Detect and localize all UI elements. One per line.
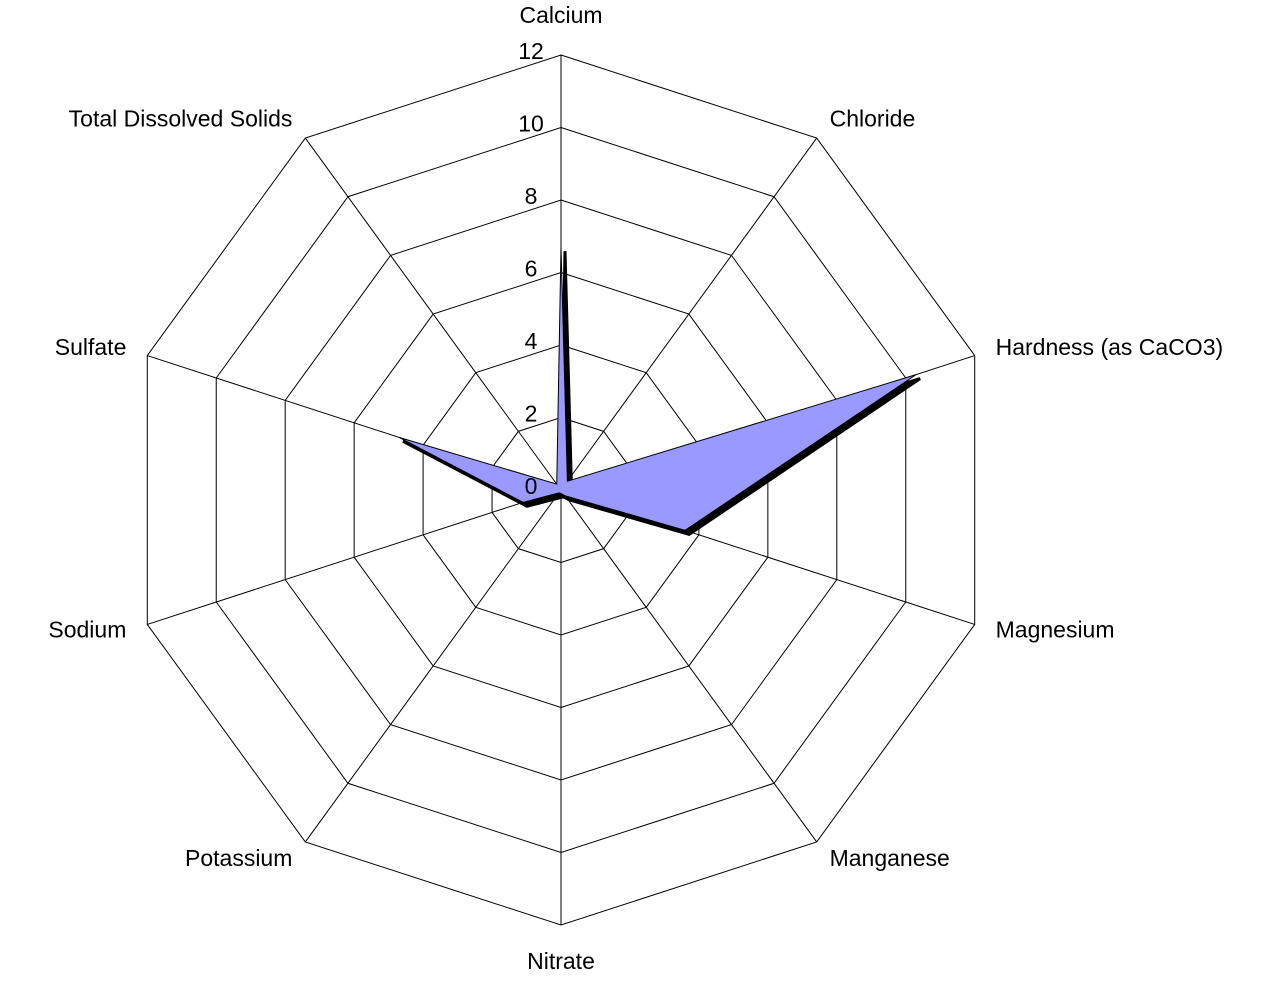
category-label: Potassium bbox=[185, 845, 292, 871]
axis-spoke bbox=[304, 137, 562, 491]
axis-spoke bbox=[560, 137, 818, 491]
category-label: Manganese bbox=[830, 845, 950, 871]
r-tick-label: 0 bbox=[525, 473, 538, 499]
r-tick-label: 4 bbox=[525, 328, 538, 354]
category-label: Total Dissolved Solids bbox=[69, 105, 293, 131]
axis-spoke bbox=[147, 489, 562, 625]
category-label: Sodium bbox=[48, 616, 126, 642]
r-tick-label: 10 bbox=[518, 111, 544, 137]
category-label: Nitrate bbox=[527, 948, 595, 974]
r-tick-label: 2 bbox=[525, 401, 538, 427]
category-label: Magnesium bbox=[996, 616, 1115, 642]
series-area bbox=[398, 247, 917, 531]
category-label: Chloride bbox=[830, 105, 916, 131]
axis-spoke bbox=[560, 489, 818, 843]
category-label: Hardness (as CaCO3) bbox=[996, 334, 1224, 360]
r-tick-label: 12 bbox=[518, 38, 544, 64]
r-tick-label: 6 bbox=[525, 256, 538, 282]
r-tick-label: 8 bbox=[525, 183, 538, 209]
category-label: Sulfate bbox=[55, 334, 127, 360]
category-label: Calcium bbox=[519, 2, 602, 28]
axis-spoke bbox=[304, 489, 562, 843]
